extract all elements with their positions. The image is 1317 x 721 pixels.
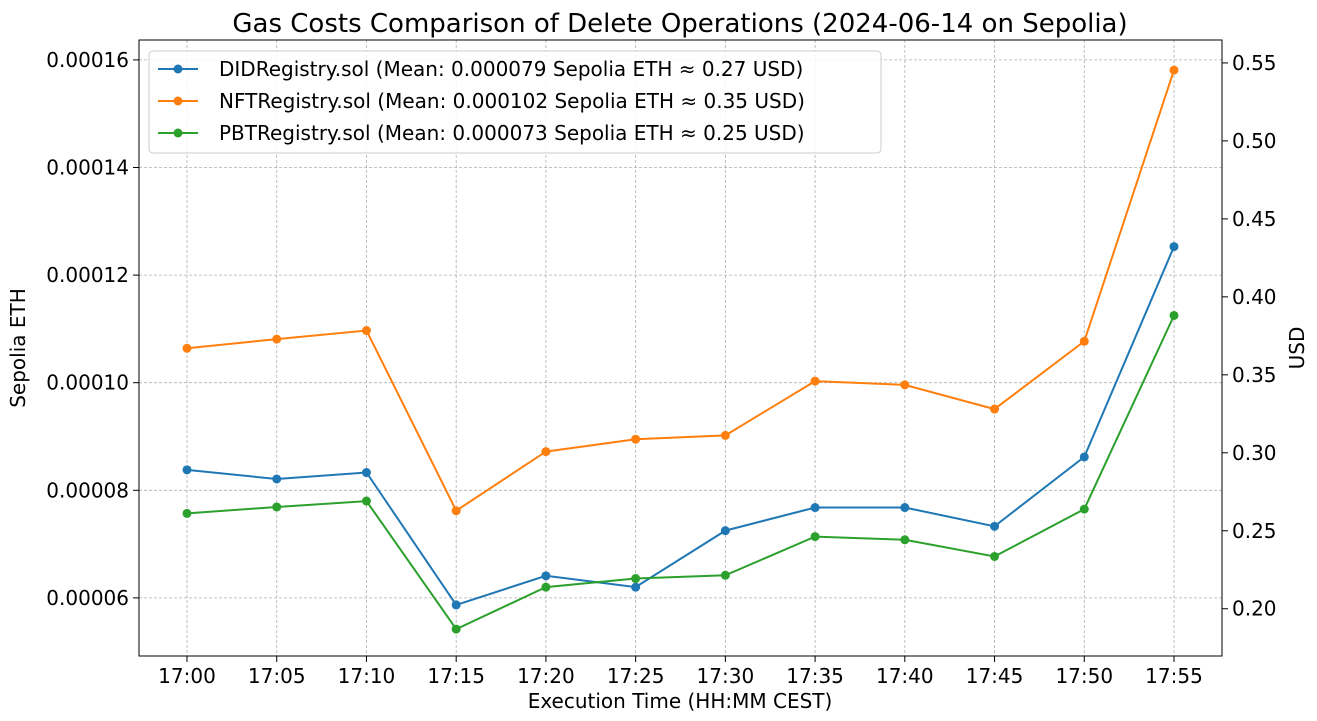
data-point-2 xyxy=(1079,504,1089,514)
data-point-0 xyxy=(361,468,371,478)
legend: DIDRegistry.sol (Mean: 0.000079 Sepolia … xyxy=(148,50,882,154)
data-point-2 xyxy=(900,535,910,545)
y2-tick-label: 0.25 xyxy=(1232,519,1277,543)
data-point-1 xyxy=(272,334,282,344)
data-point-2 xyxy=(451,624,461,634)
legend-label: NFTRegistry.sol (Mean: 0.000102 Sepolia … xyxy=(219,89,805,113)
data-point-0 xyxy=(1169,242,1179,252)
legend-label: PBTRegistry.sol (Mean: 0.000073 Sepolia … xyxy=(219,121,805,145)
x-tick-label: 17:00 xyxy=(158,664,216,688)
data-point-2 xyxy=(182,508,192,518)
legend-marker xyxy=(173,64,183,74)
y-tick-label: 0.00014 xyxy=(46,156,129,180)
data-point-0 xyxy=(900,503,910,513)
data-point-2 xyxy=(272,502,282,512)
y2-tick-label: 0.50 xyxy=(1232,129,1277,153)
y-tick-label: 0.00008 xyxy=(46,478,129,502)
y2-tick-label: 0.35 xyxy=(1232,363,1277,387)
y-tick-label: 0.00016 xyxy=(46,48,129,72)
x-tick-label: 17:45 xyxy=(966,664,1024,688)
data-point-1 xyxy=(182,343,192,353)
x-tick-label: 17:15 xyxy=(427,664,485,688)
x-tick-label: 17:35 xyxy=(786,664,844,688)
data-point-0 xyxy=(720,526,730,536)
series-line-0 xyxy=(186,246,1175,607)
x-tick-label: 17:05 xyxy=(248,664,306,688)
data-point-0 xyxy=(451,600,461,610)
data-point-0 xyxy=(990,521,1000,531)
legend-marker xyxy=(173,96,183,106)
data-point-1 xyxy=(631,434,641,444)
data-point-0 xyxy=(182,465,192,475)
data-point-1 xyxy=(541,447,551,457)
y2-tick-label: 0.40 xyxy=(1232,285,1277,309)
x-tick-label: 17:10 xyxy=(338,664,396,688)
x-tick-label: 17:20 xyxy=(517,664,575,688)
chart-title: Gas Costs Comparison of Delete Operation… xyxy=(232,9,1127,39)
data-point-2 xyxy=(810,532,820,542)
y-tick-label: 0.00012 xyxy=(46,263,129,287)
data-point-1 xyxy=(361,326,371,336)
data-point-1 xyxy=(1079,336,1089,346)
x-tick-label: 17:50 xyxy=(1055,664,1113,688)
series-line-2 xyxy=(186,315,1175,631)
plot-frame xyxy=(138,39,1223,657)
data-point-0 xyxy=(541,571,551,581)
data-point-0 xyxy=(631,582,641,592)
data-point-2 xyxy=(631,574,641,584)
y2-axis-label: USD xyxy=(1285,327,1309,370)
y-tick-label: 0.00010 xyxy=(46,371,129,395)
x-tick-label: 17:40 xyxy=(876,664,934,688)
x-tick-label: 17:55 xyxy=(1145,664,1203,688)
series-line-1 xyxy=(186,69,1175,513)
y-tick-label: 0.00006 xyxy=(46,586,129,610)
data-point-1 xyxy=(1169,65,1179,75)
series-layer xyxy=(182,65,1179,634)
x-tick-label: 17:30 xyxy=(697,664,755,688)
data-point-1 xyxy=(451,506,461,516)
legend-label: DIDRegistry.sol (Mean: 0.000079 Sepolia … xyxy=(219,57,803,81)
data-point-2 xyxy=(1169,310,1179,320)
legend-box xyxy=(148,50,882,154)
y2-tick-label: 0.55 xyxy=(1232,51,1277,75)
x-tick-label: 17:25 xyxy=(607,664,665,688)
y2-tick-label: 0.20 xyxy=(1232,597,1277,621)
y-axis-label: Sepolia ETH xyxy=(6,288,30,408)
data-point-2 xyxy=(541,582,551,592)
y2-tick-label: 0.30 xyxy=(1232,441,1277,465)
legend-marker xyxy=(173,128,183,138)
data-point-1 xyxy=(720,430,730,440)
data-point-0 xyxy=(1079,452,1089,462)
data-point-2 xyxy=(720,570,730,580)
data-point-1 xyxy=(900,380,910,390)
data-point-1 xyxy=(810,376,820,386)
x-axis-label: Execution Time (HH:MM CEST) xyxy=(528,689,833,713)
data-point-0 xyxy=(810,503,820,513)
data-point-2 xyxy=(361,496,371,506)
data-point-0 xyxy=(272,474,282,484)
ticks-layer: 17:00 17:05 17:10 17:15 17:20 17:25 17:30 17:35… xyxy=(46,48,1276,688)
data-point-2 xyxy=(990,551,1000,561)
data-point-1 xyxy=(990,404,1000,414)
y2-tick-label: 0.45 xyxy=(1232,207,1277,231)
